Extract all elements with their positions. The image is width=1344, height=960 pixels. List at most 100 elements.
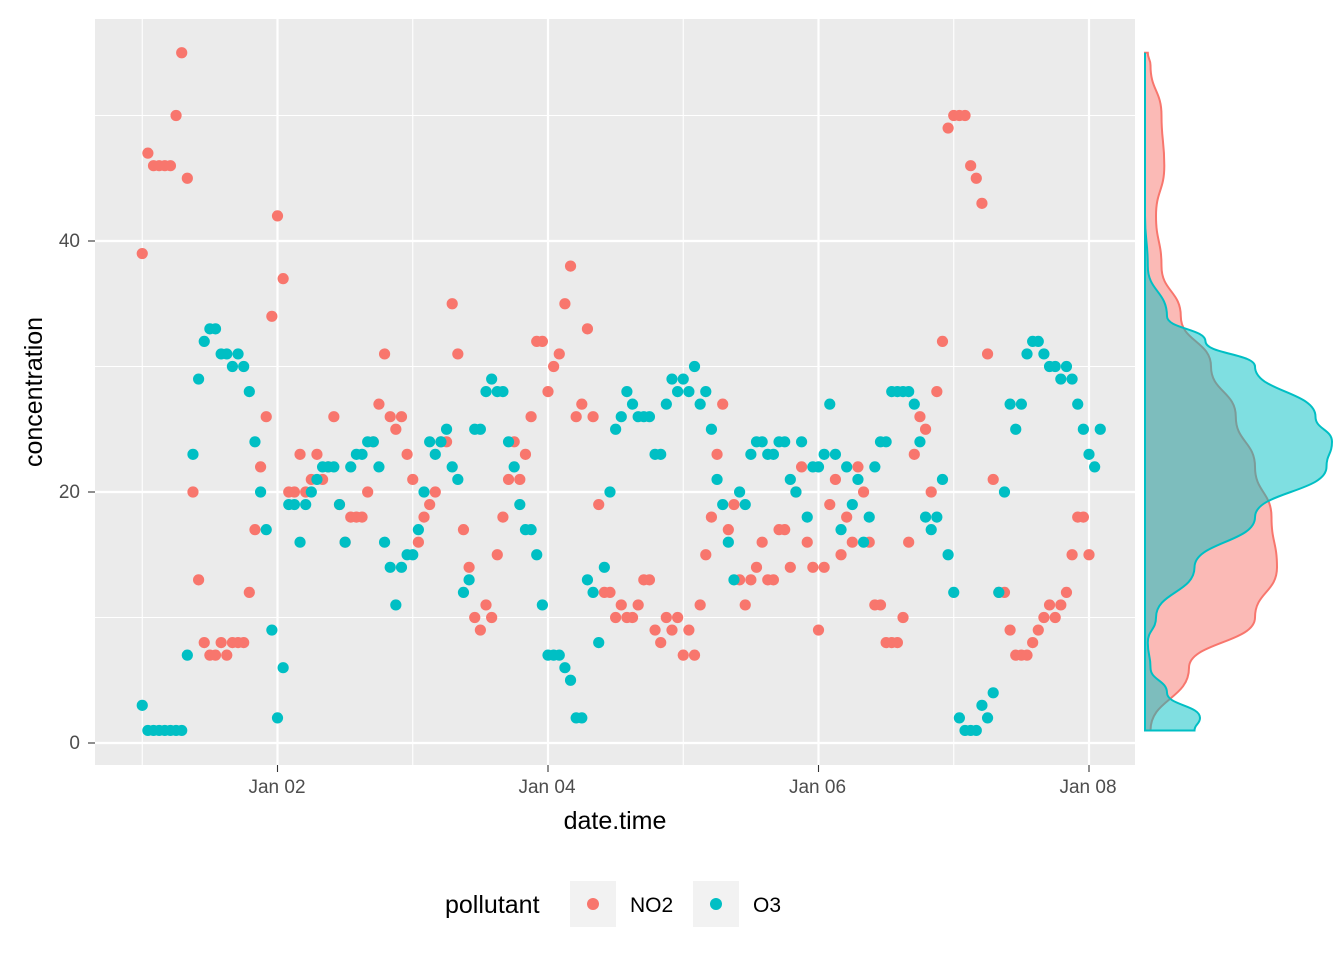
point-no2 [486,611,498,624]
point-o3 [1038,348,1050,360]
point-o3 [373,461,385,473]
point-o3 [260,524,272,536]
point-o3 [672,386,684,398]
point-no2 [356,511,368,523]
point-o3 [976,699,988,711]
x-tick-label: Jan 08 [1059,777,1116,798]
point-o3 [1055,373,1067,385]
point-no2 [615,599,627,611]
point-o3 [418,486,430,498]
point-no2 [1021,649,1033,661]
point-o3 [181,649,193,661]
point-no2 [497,511,509,523]
point-no2 [626,611,639,624]
point-o3 [857,536,870,548]
y-axis-title: concentration [20,317,48,467]
point-o3 [187,448,199,460]
point-no2 [942,122,954,134]
point-o3 [677,373,689,385]
point-o3 [818,448,830,460]
point-o3 [1010,423,1022,435]
point-o3 [598,561,610,573]
point-no2 [198,637,210,649]
point-o3 [1083,448,1095,460]
point-o3 [559,662,571,674]
point-o3 [593,637,605,649]
point-no2 [452,348,464,360]
point-no2 [581,323,594,335]
point-o3 [198,335,210,347]
point-o3 [328,461,340,473]
point-o3 [767,448,780,460]
point-o3 [869,461,881,473]
point-no2 [328,411,340,423]
point-no2 [525,411,537,423]
point-o3 [474,423,486,435]
point-no2 [700,549,712,561]
point-no2 [576,398,588,410]
point-no2 [469,611,481,624]
point-no2 [829,473,842,486]
point-o3 [1015,398,1027,410]
point-no2 [271,210,284,222]
point-no2 [1038,611,1050,624]
point-o3 [835,524,847,536]
point-no2 [593,498,605,511]
x-tick-label: Jan 06 [789,777,846,798]
point-o3 [576,712,588,724]
point-o3 [953,712,965,724]
point-o3 [981,712,994,724]
point-o3 [221,348,233,360]
point-no2 [1060,586,1073,599]
point-o3 [249,436,261,448]
point-o3 [717,498,729,511]
point-no2 [857,486,870,498]
point-o3 [705,423,718,435]
point-no2 [812,624,825,636]
point-o3 [621,386,633,398]
point-no2 [491,549,503,561]
point-o3 [384,561,396,573]
point-no2 [1049,611,1061,624]
point-o3 [801,511,813,523]
point-o3 [728,574,740,586]
point-no2 [610,611,622,624]
point-o3 [136,699,148,711]
point-o3 [1021,348,1033,360]
point-no2 [249,524,261,536]
point-no2 [136,247,148,260]
point-no2 [936,335,949,347]
point-o3 [193,373,205,385]
point-no2 [784,561,796,573]
point-o3 [666,373,678,385]
point-no2 [1055,599,1067,611]
point-no2 [553,348,565,360]
point-o3 [424,436,436,448]
point-o3 [390,599,402,611]
point-o3 [694,398,706,410]
point-no2 [564,260,577,272]
point-o3 [294,536,306,548]
point-no2 [824,498,836,511]
point-o3 [502,436,515,448]
point-o3 [463,574,475,586]
point-o3 [700,386,712,398]
point-o3 [722,536,734,548]
point-o3 [1094,423,1106,435]
point-o3 [525,524,537,536]
density-o3 [1143,52,1334,732]
point-o3 [1066,373,1078,385]
point-no2 [965,160,977,172]
point-no2 [548,360,560,373]
point-o3 [581,574,594,586]
point-no2 [976,197,988,209]
point-no2 [142,147,154,159]
point-no2 [666,624,678,636]
point-no2 [835,549,847,561]
point-o3 [739,498,751,511]
point-no2 [919,423,932,435]
point-o3 [514,498,526,511]
point-no2 [243,586,255,599]
point-no2 [925,486,937,498]
point-o3 [429,448,441,460]
